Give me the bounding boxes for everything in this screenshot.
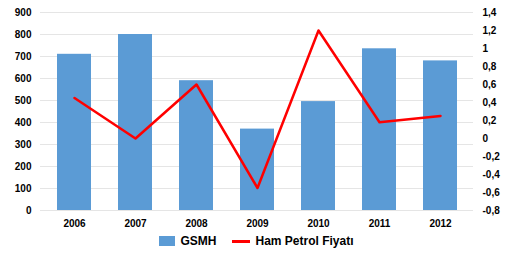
svg-text:-0,8: -0,8 xyxy=(483,205,501,216)
svg-text:700: 700 xyxy=(15,51,32,62)
svg-text:0,4: 0,4 xyxy=(483,97,497,108)
svg-text:2010: 2010 xyxy=(307,218,330,229)
svg-text:2007: 2007 xyxy=(124,218,147,229)
svg-text:-0,4: -0,4 xyxy=(483,169,501,180)
svg-text:0,6: 0,6 xyxy=(483,79,497,90)
svg-text:200: 200 xyxy=(15,161,32,172)
svg-text:2006: 2006 xyxy=(63,218,86,229)
html-text:GSMH: GSMH xyxy=(180,234,217,248)
svg-text:0,2: 0,2 xyxy=(483,115,497,126)
svg-text:1: 1 xyxy=(483,43,489,54)
svg-text:1,2: 1,2 xyxy=(483,25,497,36)
svg-text:500: 500 xyxy=(15,95,32,106)
svg-text:-0,6: -0,6 xyxy=(483,187,501,198)
svg-text:2008: 2008 xyxy=(185,218,208,229)
svg-text:0: 0 xyxy=(26,205,32,216)
svg-text:800: 800 xyxy=(15,29,32,40)
svg-text:1,4: 1,4 xyxy=(483,7,497,18)
svg-text:2009: 2009 xyxy=(246,218,269,229)
svg-text:2012: 2012 xyxy=(429,218,452,229)
svg-text:400: 400 xyxy=(15,117,32,128)
svg-text:900: 900 xyxy=(15,7,32,18)
svg-text:0,8: 0,8 xyxy=(483,61,497,72)
svg-text:-0,2: -0,2 xyxy=(483,151,501,162)
html-text:Ham Petrol Fiyatı: Ham Petrol Fiyatı xyxy=(255,234,354,248)
svg-text:600: 600 xyxy=(15,73,32,84)
svg-text:300: 300 xyxy=(15,139,32,150)
svg-text:100: 100 xyxy=(15,183,32,194)
svg-text:2011: 2011 xyxy=(369,218,391,229)
svg-text:0: 0 xyxy=(483,133,489,144)
